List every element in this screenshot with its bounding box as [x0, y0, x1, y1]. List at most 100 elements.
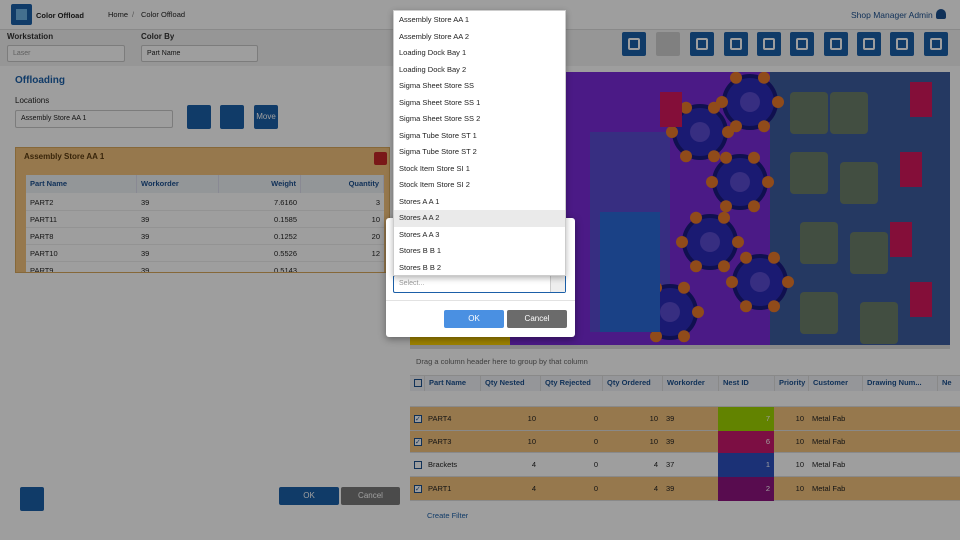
toolbar-button[interactable]: [690, 32, 714, 56]
grid-cell: 10: [527, 414, 536, 423]
panel-close[interactable]: [374, 152, 387, 165]
dropdown-option[interactable]: Sigma Tube Store ST 1: [399, 130, 477, 140]
nest-shape: [700, 232, 720, 252]
grid-column-header[interactable]: Qty Nested: [480, 375, 540, 391]
grid-column-header[interactable]: Part Name: [424, 375, 480, 391]
toolbar-button[interactable]: [890, 32, 914, 56]
grid-column-header[interactable]: Qty Rejected: [540, 375, 602, 391]
confirm-button[interactable]: [187, 105, 211, 129]
nest-shape: [730, 172, 750, 192]
dropdown-option[interactable]: Stores B B 2: [399, 262, 442, 272]
toolbar-button[interactable]: [924, 32, 948, 56]
user-name[interactable]: Shop Manager Admin: [851, 10, 933, 20]
dropdown-option[interactable]: Sigma Tube Store ST 2: [399, 147, 477, 156]
panel-cell: 7.6160: [219, 194, 301, 211]
panel-table: Part Name Workorder Weight Quantity PART2 39 7…: [26, 175, 384, 272]
nest-shape: [762, 176, 774, 188]
grid-cell: 4: [531, 460, 536, 469]
grid-cell: 0: [593, 460, 598, 469]
nest-shape: [718, 211, 730, 224]
breadcrumb-sep: /: [132, 10, 135, 19]
grid-column-header[interactable]: Workorder: [662, 375, 718, 391]
nest-shape: [782, 276, 794, 288]
dropdown-option[interactable]: Assembly Store AA 1: [399, 15, 470, 24]
locations-select[interactable]: Assembly Store AA 1: [15, 110, 173, 128]
dropdown-option[interactable]: Sigma Sheet Store SS 1: [399, 97, 481, 107]
color-by-select[interactable]: Part Name: [141, 45, 258, 62]
row-checkbox[interactable]: ✓: [414, 415, 422, 423]
nest-shape: [718, 260, 730, 273]
dropdown-option[interactable]: Stores A A 1: [399, 196, 440, 206]
nest-shape: [740, 92, 760, 112]
panel-cell: 20: [301, 228, 384, 245]
logo-mark: [16, 9, 27, 20]
dropdown-option[interactable]: Stores B B 1: [399, 246, 442, 255]
row-checkbox[interactable]: ✓: [414, 438, 422, 446]
nest-shape: [716, 96, 728, 108]
create-filter[interactable]: Create Filter: [427, 511, 469, 520]
grid-cell: 10: [649, 437, 658, 446]
toolbar-button[interactable]: [857, 32, 881, 56]
toolbar-button[interactable]: [724, 32, 748, 56]
grid-column-header[interactable]: Nest ID: [718, 375, 774, 391]
workstation-select[interactable]: Laser: [7, 45, 125, 62]
dropdown-option[interactable]: Sigma Sheet Store SS 2: [399, 114, 481, 123]
toolbar-button[interactable]: [824, 32, 848, 56]
grid-row: [410, 407, 960, 431]
nest-shape: [720, 200, 732, 213]
grid-column-header[interactable]: Ne: [937, 375, 960, 391]
toolbar-icon: [696, 38, 708, 50]
grid-row: [410, 477, 960, 501]
panel-cell: 0.1252: [219, 228, 301, 245]
nest-shape: [730, 120, 742, 133]
grid-column-header[interactable]: Priority: [774, 375, 808, 391]
dropdown-option[interactable]: Loading Dock Bay 2: [399, 64, 467, 74]
dropdown-option[interactable]: Stores A A 2: [394, 210, 565, 227]
modal-divider: [386, 300, 575, 301]
nest-shape: [900, 152, 922, 187]
grid-cell: 0: [593, 484, 598, 493]
dropdown-option[interactable]: Stock Item Store SI 1: [399, 163, 470, 173]
row-checkbox[interactable]: ✓: [414, 485, 422, 493]
color-by-label: Color By: [141, 32, 175, 41]
location-select[interactable]: Select...: [393, 275, 566, 293]
nest-shape: [730, 72, 742, 84]
ok-button[interactable]: OK: [279, 487, 339, 505]
app-name: Color Offload: [36, 11, 84, 20]
dropdown-option[interactable]: Stock Item Store SI 2: [399, 180, 470, 189]
dropdown-option[interactable]: Stores A A 3: [399, 229, 440, 239]
print-button[interactable]: [20, 487, 44, 511]
grid-cell: Metal Fab: [812, 460, 846, 469]
panel-cell: 3: [301, 194, 384, 211]
grid-cell: PART3: [428, 437, 452, 446]
row-checkbox[interactable]: [414, 461, 422, 469]
nest-shape: [706, 176, 718, 188]
dropdown-option[interactable]: Assembly Store AA 2: [399, 31, 470, 41]
nest-shape: [860, 302, 898, 344]
modal-cancel[interactable]: Cancel: [507, 310, 567, 328]
move-button[interactable]: Move: [254, 105, 278, 129]
location-panel: Assembly Store AA 1 Part Name Workorder Wei…: [15, 147, 390, 273]
grid-cell: Metal Fab: [812, 437, 846, 446]
nest-shape: [690, 122, 710, 142]
cancel-button[interactable]: Cancel: [341, 487, 400, 505]
toolbar-button[interactable]: [790, 32, 814, 56]
nest-shape: [910, 282, 932, 317]
grid-column-header[interactable]: Customer: [808, 375, 862, 391]
toolbar-button[interactable]: [757, 32, 781, 56]
dropdown-option[interactable]: Sigma Sheet Store SS: [399, 81, 475, 90]
grid-column-header[interactable]: Qty Ordered: [602, 375, 662, 391]
grid-cell: Metal Fab: [812, 414, 846, 423]
pallet-button[interactable]: [220, 105, 244, 129]
panel-cell: 0.5143: [219, 262, 301, 272]
toolbar-button[interactable]: [622, 32, 646, 56]
dropdown-option[interactable]: Loading Dock Bay 1: [399, 48, 467, 57]
toolbar-icon: [863, 38, 875, 50]
breadcrumb-current: Color Offload: [141, 10, 186, 19]
select-all-checkbox[interactable]: [414, 379, 422, 387]
breadcrumb-home[interactable]: Home: [108, 10, 129, 19]
nest-shape: [726, 276, 738, 288]
grid-cell: 39: [666, 484, 675, 493]
grid-column-header[interactable]: Drawing Num...: [862, 375, 937, 391]
modal-ok[interactable]: OK: [444, 310, 504, 328]
